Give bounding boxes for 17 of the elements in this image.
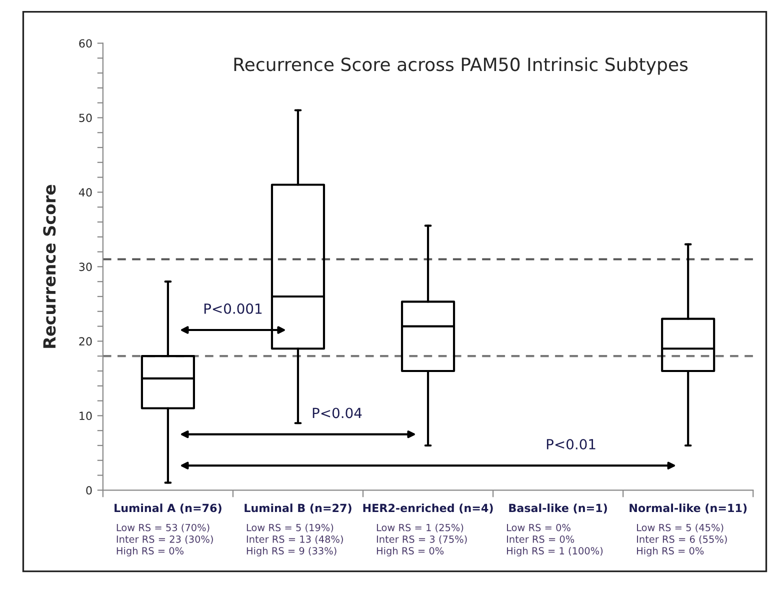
- annotation: P<0.001: [204, 303, 262, 314]
- y-tick-label: 0: [86, 486, 92, 495]
- y-tick-label: 50: [79, 114, 92, 122]
- y-axis-title: Recurrence Score: [43, 184, 56, 348]
- y-tick-label: 40: [78, 188, 92, 197]
- y-tick-label: 10: [80, 412, 92, 420]
- y-tick-label: 60: [79, 39, 92, 48]
- annotation: P<0.04: [312, 408, 362, 418]
- y-tick-label: 30: [79, 262, 92, 272]
- x-tick-label: Luminal B (n=27) Low RS = 5 (19%) Inter RS = 13 (48%) High RS = 9 (33%): [244, 504, 352, 556]
- x-tick-label: Normal-like (n=11) Low RS = 5 (45%) Inter RS = 6 (55%) High RS = 0%: [630, 504, 747, 556]
- annotation: P<0.01: [546, 438, 596, 450]
- y-tick-label: 20: [79, 337, 92, 346]
- text: Recurrence Score across PAM50 Intrinsic Subtypes: [234, 57, 688, 75]
- x-tick-label: Basal-like (n=1) Low RS = 0% Inter RS = 0% High RS = 1 (100%): [506, 504, 607, 556]
- x-tick-label: HER2-enriched (n=4) Low RS = 1 (25%) Inter RS = 3 (75%) High RS = 0%: [363, 504, 493, 556]
- x-tick-label: Luminal A (n=76) Low RS = 53 (70%) Inter RS = 23 (30%) High RS = 0%: [114, 504, 222, 556]
